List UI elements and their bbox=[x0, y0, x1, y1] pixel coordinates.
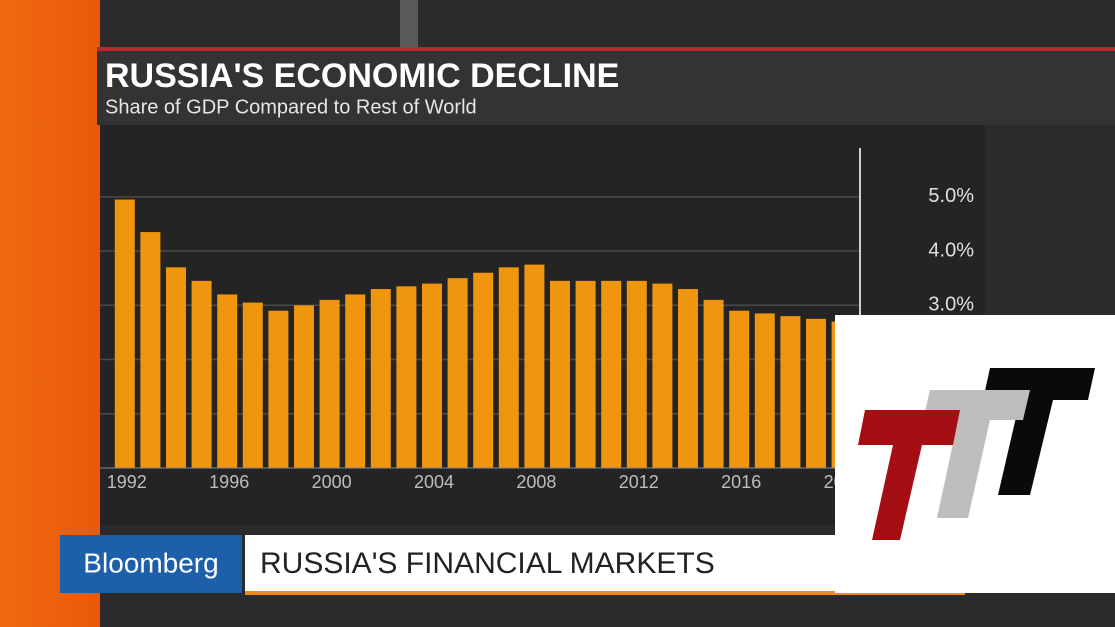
logo bbox=[835, 315, 1115, 593]
bar bbox=[524, 264, 545, 468]
bar bbox=[729, 310, 750, 468]
title-rule bbox=[97, 47, 1115, 51]
bar bbox=[652, 283, 673, 468]
title-band bbox=[97, 47, 1115, 125]
bar bbox=[601, 280, 622, 468]
logo-t-gray bbox=[923, 390, 1030, 518]
bar bbox=[780, 316, 801, 468]
x-tick-label: 1992 bbox=[107, 472, 147, 492]
orange-strip bbox=[0, 0, 100, 627]
chart-title: RUSSIA'S ECONOMIC DECLINE bbox=[105, 57, 619, 95]
backdrop-bar bbox=[400, 0, 418, 47]
x-tick-label: 2012 bbox=[619, 472, 659, 492]
bar bbox=[498, 267, 519, 468]
headline: RUSSIA'S FINANCIAL MARKETS bbox=[260, 547, 715, 580]
bar bbox=[166, 267, 186, 468]
brand: Bloomberg bbox=[83, 547, 218, 578]
chart-subtitle: Share of GDP Compared to Rest of World bbox=[105, 96, 477, 118]
x-tick-label: 2008 bbox=[516, 472, 556, 492]
bar bbox=[396, 286, 417, 468]
bar bbox=[268, 310, 289, 468]
x-tick-label: 2000 bbox=[312, 472, 352, 492]
y-tick-label: 4.0% bbox=[928, 239, 974, 261]
x-tick-label: 2016 bbox=[721, 472, 761, 492]
bar bbox=[345, 294, 366, 468]
bar bbox=[114, 199, 135, 468]
headline-box bbox=[245, 535, 840, 593]
bar bbox=[294, 305, 314, 468]
bar bbox=[550, 280, 570, 468]
bar bbox=[575, 280, 596, 468]
logo-t-red bbox=[858, 410, 960, 540]
x-tick-label: 1996 bbox=[209, 472, 249, 492]
bar bbox=[370, 289, 391, 468]
bar bbox=[678, 289, 698, 468]
bar bbox=[242, 302, 263, 468]
bar bbox=[754, 313, 775, 468]
bar bbox=[703, 299, 724, 468]
brand-box bbox=[60, 535, 242, 593]
bar bbox=[319, 299, 340, 468]
bar bbox=[447, 278, 468, 468]
y-tick-label: 3.0% bbox=[928, 294, 974, 316]
plot: 1.0%2.0%3.0%4.0%5.0%19921996200020042008… bbox=[100, 148, 974, 492]
x-tick-label: 2004 bbox=[414, 472, 454, 492]
bar bbox=[626, 280, 647, 468]
bar bbox=[217, 294, 238, 468]
y-tick-label: 5.0% bbox=[928, 185, 974, 207]
bar bbox=[140, 232, 161, 468]
bar bbox=[806, 318, 826, 468]
headline-rule bbox=[245, 591, 965, 595]
bar bbox=[422, 283, 442, 468]
bar bbox=[473, 272, 494, 468]
bar bbox=[191, 280, 212, 468]
